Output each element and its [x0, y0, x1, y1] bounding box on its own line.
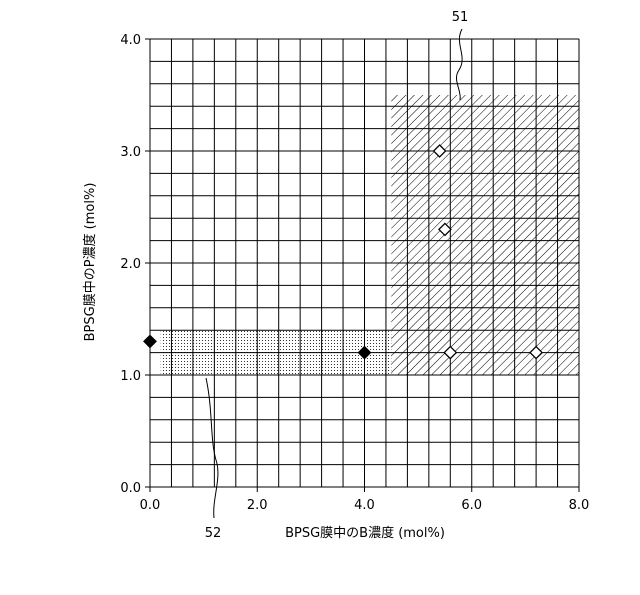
x-tick-label: 6.0 [461, 498, 482, 513]
y-tick-label: 3.0 [120, 145, 141, 160]
data-point-filled-diamond [144, 335, 156, 347]
y-axis-title: BPSG膜中のP濃度 (mol%) [82, 183, 98, 342]
x-tick-label: 4.0 [354, 498, 375, 513]
y-tick-label: 2.0 [120, 257, 141, 272]
x-tick-label: 2.0 [247, 498, 268, 513]
region-51 [391, 95, 579, 375]
x-axis-title: BPSG膜中のB濃度 (mol%) [285, 525, 445, 541]
grid-layer [150, 39, 579, 487]
leader-line-52 [206, 378, 218, 518]
y-tick-label: 0.0 [120, 481, 141, 496]
x-tick-label: 8.0 [569, 498, 590, 513]
leader-line-51 [456, 29, 462, 100]
region-label-52: 52 [205, 526, 222, 541]
x-tick-label: 0.0 [140, 498, 161, 513]
y-tick-label: 1.0 [120, 369, 141, 384]
y-tick-label: 4.0 [120, 33, 141, 48]
regions-layer [161, 95, 579, 375]
region-label-51: 51 [452, 10, 469, 25]
